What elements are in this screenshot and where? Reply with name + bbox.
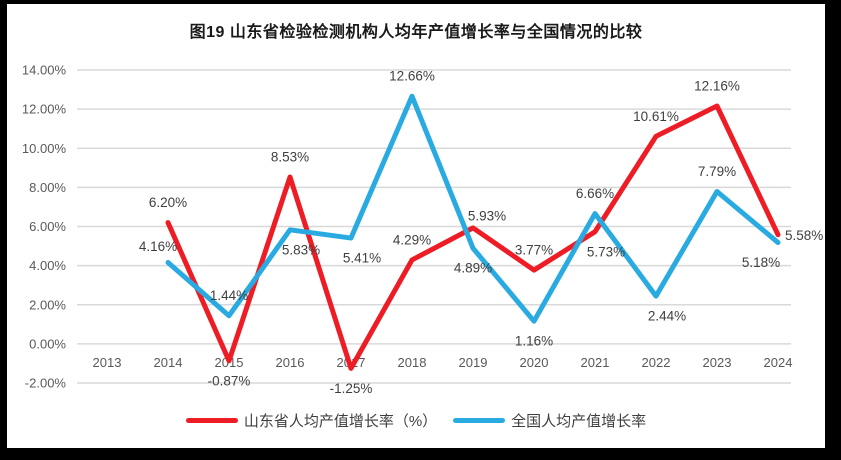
x-axis-label: 2014 bbox=[154, 355, 183, 370]
data-label: 5.83% bbox=[282, 242, 320, 257]
chart-title: 图19 山东省检验检测机构人均年产值增长率与全国情况的比较 bbox=[189, 24, 643, 41]
y-axis-tick-label: 0.00% bbox=[29, 336, 66, 351]
y-axis-tick-label: -2.00% bbox=[25, 376, 67, 391]
data-label: 1.44% bbox=[210, 288, 248, 303]
x-axis-label: 2021 bbox=[581, 355, 610, 370]
y-axis-tick-label: 10.00% bbox=[22, 141, 67, 156]
legend-label-national: 全国人均产值增长率 bbox=[511, 413, 647, 430]
data-label: 7.79% bbox=[698, 164, 736, 179]
legend-swatch-national bbox=[453, 418, 506, 423]
data-label: 12.16% bbox=[694, 78, 740, 93]
shandong-series-line bbox=[165, 103, 781, 371]
data-label: 4.16% bbox=[139, 239, 177, 254]
data-label: 6.20% bbox=[149, 195, 187, 210]
x-axis-label: 2020 bbox=[520, 355, 549, 370]
y-axis-tick-label: 12.00% bbox=[22, 102, 67, 117]
data-label: -0.87% bbox=[208, 373, 251, 388]
data-label: 5.73% bbox=[587, 244, 625, 259]
data-label: 4.89% bbox=[454, 261, 492, 276]
data-label: 10.61% bbox=[633, 109, 679, 124]
national-series-line bbox=[165, 93, 781, 324]
y-axis-tick-label: 4.00% bbox=[29, 258, 66, 273]
data-label: -1.25% bbox=[330, 381, 373, 396]
x-axis-label: 2013 bbox=[93, 355, 122, 370]
data-label: 5.18% bbox=[742, 255, 780, 270]
data-label: 6.66% bbox=[576, 186, 614, 201]
x-axis-label: 2023 bbox=[703, 355, 732, 370]
data-label: 12.66% bbox=[389, 69, 435, 84]
x-axis-label: 2018 bbox=[398, 355, 427, 370]
x-axis-label: 2022 bbox=[642, 355, 671, 370]
y-axis-tick-label: 8.00% bbox=[29, 180, 66, 195]
data-label: 5.93% bbox=[468, 208, 506, 223]
y-axis-tick-label: 2.00% bbox=[29, 297, 66, 312]
y-axis-tick-label: 6.00% bbox=[29, 219, 66, 234]
data-label: 1.16% bbox=[515, 334, 553, 349]
data-label: 5.58% bbox=[785, 228, 823, 243]
data-label: 2.44% bbox=[648, 309, 686, 324]
legend-item-shandong: 山东省人均产值增长率（%） bbox=[185, 410, 438, 431]
data-label: 4.29% bbox=[393, 232, 431, 247]
legend-item-national: 全国人均产值增长率 bbox=[453, 410, 646, 431]
x-axis-label: 2016 bbox=[276, 355, 305, 370]
legend-swatch-shandong bbox=[185, 418, 238, 423]
x-axis-label: 2019 bbox=[459, 355, 488, 370]
x-axis-label: 2024 bbox=[764, 355, 793, 370]
data-label: 8.53% bbox=[271, 150, 309, 165]
legend-label-shandong: 山东省人均产值增长率（%） bbox=[243, 413, 438, 430]
data-label: 5.41% bbox=[343, 251, 381, 266]
y-axis-tick-label: 14.00% bbox=[22, 63, 67, 78]
chart-legend: 山东省人均产值增长率（%） 全国人均产值增长率 bbox=[7, 410, 825, 431]
data-label: 3.77% bbox=[515, 243, 553, 258]
